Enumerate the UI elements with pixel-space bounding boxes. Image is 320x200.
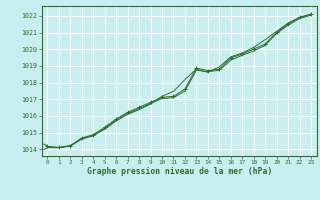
- X-axis label: Graphe pression niveau de la mer (hPa): Graphe pression niveau de la mer (hPa): [87, 167, 272, 176]
